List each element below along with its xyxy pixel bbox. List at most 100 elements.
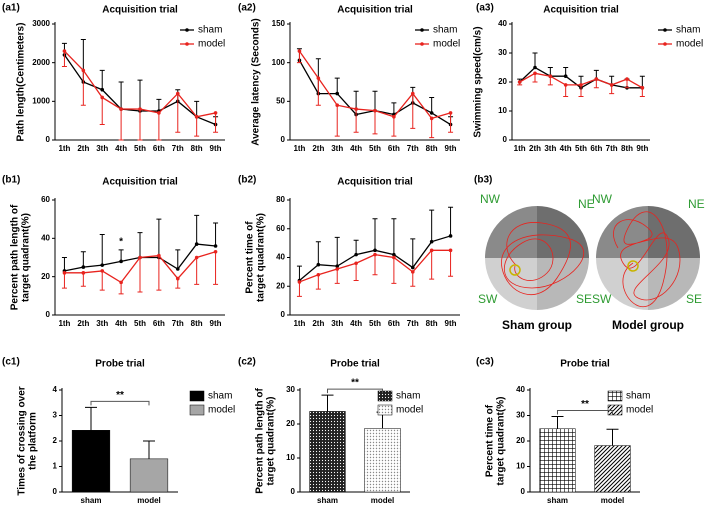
y-tick-label: 0 [46,310,51,319]
error-bar [61,257,67,271]
point [194,115,199,119]
error-bar [99,97,105,126]
error-bar [532,52,538,68]
x-tick-label: 3th [331,319,343,328]
x-tick-label: sham [317,496,338,505]
point [138,255,142,260]
panel-label: (a3) [476,3,494,14]
point [100,87,105,92]
x-tick-label: 4th [115,319,127,328]
x-tick-label: model [371,496,395,505]
x-tick-label: 6th [153,319,165,328]
point [316,262,321,267]
error-bar [334,77,340,94]
error-bar [429,96,435,113]
x-tick-label: 8th [426,319,438,328]
y-axis-label: target quadrant(%) [256,213,267,302]
x-tick-label: 9th [210,144,222,153]
error-bar [99,270,105,291]
error-bar [391,257,397,284]
x-tick-label: 4th [350,319,362,328]
y-axis-label: Swimming speed(cm/s) [473,26,484,137]
error-bar [448,250,454,277]
error-bar [334,236,340,267]
quadrant-label: SE [686,292,702,306]
y-tick-label: 10 [498,106,507,115]
point [100,263,105,267]
y-tick-label: 20 [286,419,295,428]
point [579,83,583,87]
error-bar [353,109,359,133]
x-tick-label: 7th [407,144,419,153]
point [138,107,142,111]
y-tick-label: 3 [53,411,58,420]
legend-swatch [377,390,393,402]
error-bar [429,250,435,280]
x-tick-label: 6th [388,319,400,328]
y-tick-label: 0 [281,135,286,144]
y-tick-label: 40 [516,385,525,394]
point [563,74,568,78]
point [119,107,123,111]
point [213,244,218,248]
error-bar [118,109,124,141]
y-tick-label: 30 [516,411,525,420]
y-tick-label: 150 [272,19,286,28]
error-bar [118,81,124,110]
legend-label: sham [676,25,700,36]
error-bar [321,394,334,412]
legend-label: model [433,39,460,50]
point [594,77,599,81]
point [448,248,453,253]
legend-swatch [377,404,393,416]
annotation: ** [581,399,589,410]
legend-swatch [189,404,205,416]
y-axis-label: target quadrant(%) [496,397,507,486]
error-bar [391,116,397,137]
error-bar [143,440,155,459]
error-bar [80,272,86,287]
chart-title: Acquisition trial [102,5,178,16]
x-tick-label: 4th [115,144,127,153]
y-tick-label: 0 [281,310,286,319]
error-bar [315,274,321,290]
point [119,259,123,264]
x-tick-label: model [601,496,625,505]
x-tick-label: 2th [77,319,89,328]
y-tick-label: 30 [286,385,295,394]
chart-title: Probe trial [330,359,380,370]
legend-swatch [607,390,623,402]
y-tick-label: 0 [46,135,51,144]
quadrant-label: SW [592,292,612,306]
chart-title: Acquisition trial [102,177,178,188]
x-tick-label: 1th [58,144,70,153]
error-bar [156,255,162,291]
error-bar [315,78,321,106]
error-bar [296,265,302,281]
y-tick-label: 3000 [32,19,50,28]
error-bar [137,79,143,111]
point [100,269,105,273]
error-bar [194,214,200,245]
point [157,253,161,258]
group-label: Model group [612,318,684,332]
bar [594,445,631,493]
y-axis-label: target quadrant(%) [21,213,32,302]
legend-label: sham [396,391,420,402]
x-tick-label: 8th [191,144,203,153]
point [429,116,434,121]
error-bar [353,239,359,255]
point [448,234,453,238]
point [429,248,434,253]
point [640,86,645,90]
legend-label: model [626,405,653,416]
y-axis-label: Percent time of [245,221,256,294]
x-tick-label: 1th [58,319,70,328]
point [62,49,67,53]
quadrant-label: NW [592,192,613,206]
x-tick-label: 9th [636,144,648,153]
chart-title: Acquisition trial [337,5,413,16]
y-tick-label: 20 [41,272,50,281]
chart-title: Acquisition trial [337,177,413,188]
